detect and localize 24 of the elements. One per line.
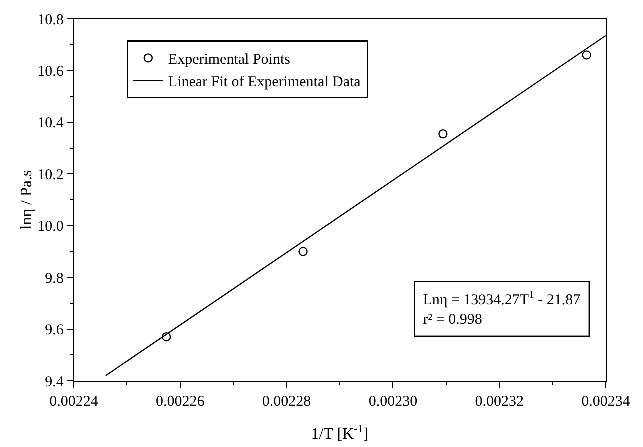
point <box>162 332 172 342</box>
annotation: r² = 0.998 <box>423 312 482 328</box>
x-tick-label: 0.00228 <box>262 394 312 410</box>
x-tick-label: 0.00234 <box>582 394 631 410</box>
x-tick-label: 0.00224 <box>50 394 99 410</box>
point <box>438 129 448 139</box>
x-axis-title: 1/T [K$^{-1}$] <box>311 423 369 444</box>
x-tick-label: 0.00226 <box>156 394 206 410</box>
x-tick-label: 0.00230 <box>368 394 418 410</box>
y-tick-label: 10.0 <box>38 219 64 236</box>
y-axis-title: lnη / Pa.s <box>18 170 36 230</box>
y-tick-label: 9.4 <box>45 374 64 390</box>
annotation: Lnη = 13934.27T$^{1}$ - 21.87 <box>423 290 582 308</box>
point <box>582 50 592 60</box>
y-tick-label: 10.4 <box>38 116 64 132</box>
point <box>298 247 308 256</box>
y-tick-label: 10.6 <box>38 64 64 80</box>
y-tick-label: 9.8 <box>45 270 64 287</box>
y-tick-label: 10.8 <box>38 12 64 28</box>
x-tick-label: 0.00232 <box>475 394 524 410</box>
y-tick-label: 9.6 <box>45 322 64 339</box>
legend-label: Linear Fit of Experimental Data <box>168 74 362 91</box>
legend-label: Experimental Points <box>168 52 291 68</box>
y-tick-label: 10.2 <box>38 167 64 184</box>
